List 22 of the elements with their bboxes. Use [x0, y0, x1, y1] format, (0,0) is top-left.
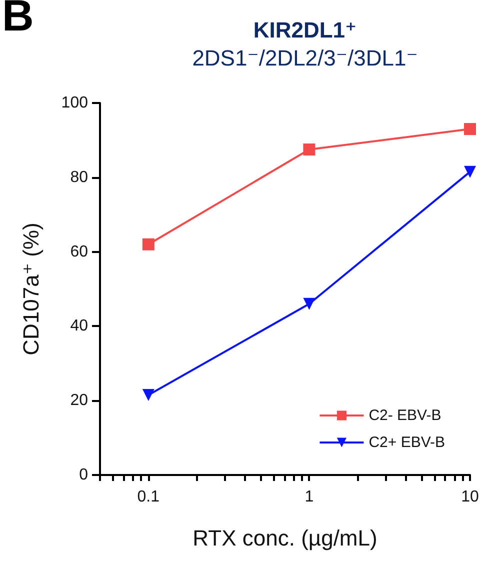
- point: [464, 166, 476, 178]
- point: [142, 238, 154, 250]
- point: [303, 144, 316, 156]
- point: [464, 123, 476, 136]
- point: [303, 298, 316, 310]
- legend-label: C2- EBV-B: [368, 407, 442, 424]
- point: [142, 389, 154, 402]
- legend-label: C2+ EBV-B: [368, 434, 446, 451]
- y-tick-label: 80: [70, 168, 88, 186]
- y-tick-label: 60: [70, 243, 88, 260]
- y-tick-label: 20: [70, 392, 88, 410]
- x-tick-label: 10: [461, 488, 479, 506]
- x-axis-title: RTX conc. (µg/mL): [192, 526, 378, 550]
- x-tick-label: 1: [304, 488, 314, 506]
- text: B: [2, 0, 34, 40]
- y-tick-label: 100: [61, 94, 88, 112]
- chart-subtitle: 2DS1⁻/2DL2/3⁻/3DL1⁻: [192, 46, 418, 70]
- y-tick-label: 0: [79, 466, 88, 484]
- chart-title: KIR2DL1⁺: [253, 18, 357, 42]
- y-axis-title: CD107a⁺ (%): [18, 222, 44, 356]
- y-tick-label: 40: [70, 318, 88, 335]
- x-tick-label: 0.1: [137, 488, 160, 506]
